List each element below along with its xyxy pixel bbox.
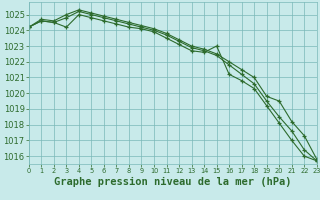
X-axis label: Graphe pression niveau de la mer (hPa): Graphe pression niveau de la mer (hPa) [54, 177, 292, 187]
